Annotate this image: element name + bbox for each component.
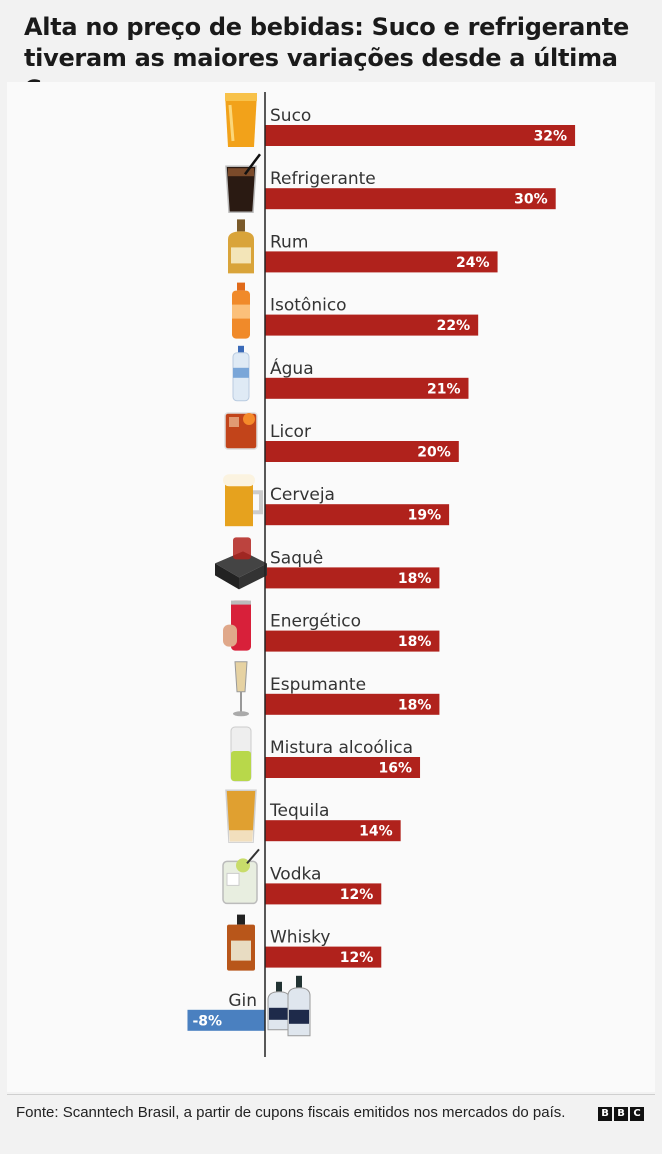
bar — [265, 188, 556, 210]
category-label: Refrigerante — [270, 169, 376, 189]
bar — [265, 693, 440, 715]
value-label: 24% — [456, 255, 490, 271]
value-label: 18% — [398, 634, 432, 650]
bar-row: Espumante 18% — [233, 661, 440, 717]
bar-row: Água 21% — [232, 345, 469, 402]
bar-chart: Suco 32% Refrigerante 30% Rum 24% Isotônico 22%… — [187, 92, 576, 1057]
bar-row: Suco 32% — [225, 93, 576, 147]
bar — [265, 757, 421, 778]
tequila-shot-icon — [225, 789, 257, 843]
bar-row: Mistura alcoólica 16% — [230, 726, 421, 782]
value-label: 18% — [398, 571, 432, 587]
bar-row: Whisky 12% — [227, 914, 382, 971]
chart-panel: Suco 32% Refrigerante 30% Rum 24% Isotônico 22%… — [7, 82, 655, 1092]
rum-bottle-icon — [228, 219, 254, 274]
bar-row: Vodka 12% — [222, 848, 382, 905]
value-label: 20% — [417, 445, 451, 461]
bar — [187, 1009, 265, 1031]
category-label: Vodka — [270, 864, 321, 884]
bbc-logo-letter: C — [630, 1107, 644, 1121]
bbc-logo-letter: B — [614, 1107, 628, 1121]
value-label: 32% — [534, 129, 568, 145]
bar-row: Gin -8% — [187, 975, 311, 1037]
bar — [265, 377, 469, 399]
source-note: Fonte: Scanntech Brasil, a partir de cup… — [16, 1104, 566, 1121]
value-label: 21% — [427, 381, 461, 397]
category-label: Água — [270, 357, 314, 379]
bar — [265, 504, 450, 526]
juice-glass-icon — [225, 93, 257, 147]
value-label: 14% — [359, 824, 393, 840]
category-label: Saquê — [270, 548, 323, 568]
category-label: Gin — [228, 991, 257, 1011]
mixed-drink-can-icon — [230, 726, 252, 782]
bar — [265, 441, 459, 462]
category-label: Espumante — [270, 675, 366, 695]
bbc-logo: B B C — [598, 1107, 644, 1121]
category-label: Energético — [270, 612, 361, 632]
bar-row: Refrigerante 30% — [225, 153, 556, 213]
bar-row: Isotônico 22% — [232, 282, 479, 339]
footer-divider — [7, 1094, 655, 1095]
bar-row: Energético 18% — [223, 600, 440, 652]
bar-row: Rum 24% — [228, 219, 498, 274]
beer-mug-icon — [223, 474, 263, 527]
value-label: 22% — [437, 318, 471, 334]
bar — [265, 314, 479, 336]
category-label: Tequila — [269, 801, 329, 821]
value-label: -8% — [192, 1013, 222, 1029]
chart-title: Alta no preço de bebidas: Suco e refrige… — [24, 13, 629, 103]
value-label: 19% — [408, 508, 442, 524]
bbc-logo-letter: B — [598, 1107, 612, 1121]
bar — [265, 883, 382, 905]
category-label: Whisky — [270, 928, 330, 948]
category-label: Rum — [270, 232, 308, 252]
value-label: 16% — [379, 761, 413, 777]
bar — [265, 125, 576, 146]
bar — [265, 630, 440, 652]
category-label: Suco — [270, 106, 311, 126]
bar — [265, 946, 382, 968]
bar-row: Licor 20% — [224, 412, 459, 462]
soda-glass-icon — [225, 153, 261, 213]
bar-row: Tequila 14% — [225, 789, 401, 843]
bar-row: Cerveja 19% — [223, 474, 450, 527]
bar-row: Saquê 18% — [215, 537, 440, 590]
category-label: Isotônico — [270, 296, 347, 316]
gin-bottles-icon — [267, 975, 311, 1037]
water-bottle-icon — [232, 345, 250, 402]
sake-box-icon — [215, 537, 267, 590]
category-label: Cerveja — [270, 485, 335, 505]
liqueur-glass-icon — [224, 412, 258, 450]
value-label: 12% — [340, 887, 374, 903]
energy-drink-can-icon — [223, 600, 251, 651]
value-label: 18% — [398, 697, 432, 713]
vodka-glass-icon — [222, 848, 260, 905]
bar — [265, 820, 401, 842]
category-label: Mistura alcoólica — [270, 738, 413, 758]
value-label: 12% — [340, 950, 374, 966]
bar — [265, 251, 498, 273]
isotonic-bottle-icon — [232, 282, 250, 339]
category-label: Licor — [270, 422, 311, 442]
sparkling-wine-glass-icon — [233, 661, 249, 717]
whisky-bottle-icon — [227, 914, 255, 971]
value-label: 30% — [514, 192, 548, 208]
bar — [265, 567, 440, 589]
